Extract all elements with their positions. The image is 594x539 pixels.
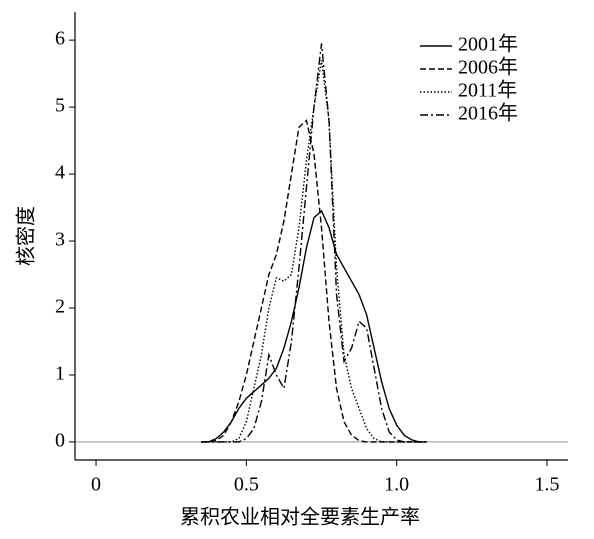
y-tick-label: 1 (55, 363, 65, 385)
x-tick-label: 0.5 (234, 474, 259, 496)
density-line (201, 43, 427, 443)
x-tick-label: 1.0 (384, 474, 409, 496)
y-tick-label: 0 (55, 430, 65, 452)
y-tick-label: 2 (55, 296, 65, 318)
density-line (201, 119, 427, 443)
y-tick-label: 6 (55, 28, 65, 50)
x-tick-label: 0 (91, 474, 101, 496)
y-tick-label: 5 (55, 95, 65, 117)
y-tick-label: 3 (55, 229, 65, 251)
y-tick-label: 4 (55, 162, 65, 184)
density-line (201, 60, 427, 443)
x-tick-label: 1.5 (534, 474, 559, 496)
y-axis-label: 核密度 (15, 206, 38, 266)
x-axis-label: 累积农业相对全要素生产率 (180, 506, 420, 529)
legend-label: 2011年 (458, 79, 517, 102)
legend-label: 2006年 (458, 56, 518, 79)
legend-label: 2016年 (458, 102, 518, 125)
legend-label: 2001年 (458, 33, 518, 56)
density-line (201, 209, 427, 443)
